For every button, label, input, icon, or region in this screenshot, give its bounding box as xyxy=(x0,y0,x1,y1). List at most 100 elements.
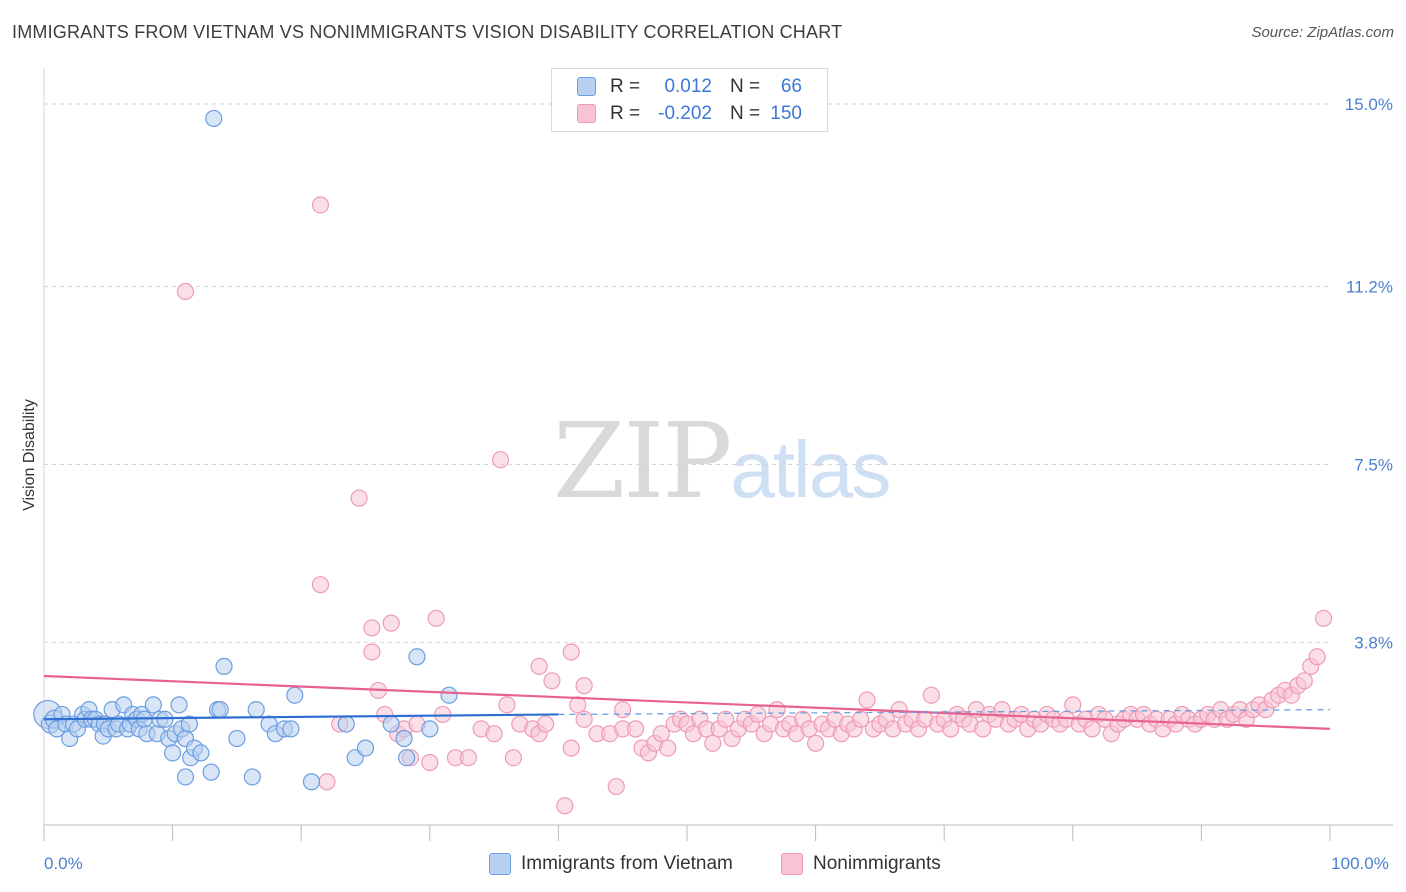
data-point xyxy=(421,753,439,772)
y-tick-label: 3.8% xyxy=(1354,633,1393,652)
data-point xyxy=(192,744,210,762)
data-point xyxy=(704,734,722,752)
y-tick-label: 7.5% xyxy=(1354,456,1393,475)
legend-r-value: 0.012 xyxy=(664,76,712,97)
data-point xyxy=(1083,720,1101,738)
data-point xyxy=(974,720,992,738)
chart-title: IMMIGRANTS FROM VIETNAM VS NONIMMIGRANTS… xyxy=(12,22,843,42)
data-point xyxy=(716,710,735,728)
data-point xyxy=(485,725,503,743)
data-point xyxy=(556,797,574,815)
y-axis-label: Vision Disability xyxy=(21,399,38,511)
data-point xyxy=(614,701,632,719)
data-point xyxy=(1064,696,1082,714)
data-point xyxy=(247,701,265,719)
data-point xyxy=(806,734,825,752)
data-point xyxy=(575,677,593,695)
stats-legend: R = 0.012 N = 66 R = -0.202 N = 150 xyxy=(551,68,828,132)
data-point xyxy=(1308,648,1326,666)
data-point xyxy=(768,701,786,719)
data-point xyxy=(302,773,321,791)
data-point xyxy=(858,691,876,709)
data-point xyxy=(176,768,195,786)
bottom-legend-swatch-vietnam xyxy=(489,853,511,875)
data-point xyxy=(350,489,368,507)
data-point xyxy=(176,282,195,301)
data-point xyxy=(398,749,416,767)
data-point xyxy=(311,576,330,594)
data-point xyxy=(890,701,908,719)
bottom-legend-swatch-nonimmigrants xyxy=(781,853,803,875)
watermark-zip: ZIP xyxy=(553,400,732,522)
data-point xyxy=(652,725,670,743)
data-point xyxy=(215,657,233,675)
legend-n-label: N = xyxy=(730,76,761,97)
tick-labels: 3.8% 7.5% 11.2% 15.0% 0.0% 100.0% Vision Disab… xyxy=(21,95,1393,873)
data-point xyxy=(164,744,182,762)
watermark: ZIPatlas xyxy=(553,400,891,522)
grid xyxy=(44,103,1330,643)
legend-n-value: 150 xyxy=(770,103,802,124)
data-point xyxy=(382,614,400,632)
watermark-atlas: atlas xyxy=(730,425,891,514)
data-point xyxy=(211,701,229,719)
legend-row-nonimmigrants: R = -0.202 N = 150 xyxy=(552,101,827,127)
trend-line-pink xyxy=(43,674,1331,730)
data-point xyxy=(491,451,510,469)
data-point xyxy=(543,672,561,690)
trend-extension-dashed xyxy=(558,708,1331,716)
data-point xyxy=(421,720,439,738)
data-point xyxy=(1295,672,1313,690)
data-point xyxy=(363,643,381,661)
axes xyxy=(43,68,1393,841)
data-point xyxy=(536,715,555,733)
data-point xyxy=(942,720,960,738)
data-point xyxy=(337,715,355,733)
data-point xyxy=(659,739,677,757)
data-point xyxy=(228,729,246,748)
data-point xyxy=(243,768,261,786)
data-point xyxy=(318,773,336,791)
series-nonimmigrants-points xyxy=(176,196,1333,815)
legend-n-value: 66 xyxy=(780,76,802,97)
data-point xyxy=(202,763,220,781)
data-point xyxy=(144,696,162,714)
legend-row-vietnam: R = 0.012 N = 66 xyxy=(552,74,827,100)
data-point xyxy=(427,609,445,627)
legend-r-label: R = xyxy=(610,76,641,97)
y-tick-label: 15.0% xyxy=(1345,95,1393,114)
data-point xyxy=(993,701,1011,719)
data-point xyxy=(356,739,375,757)
series-vietnam-points xyxy=(33,109,458,791)
data-point xyxy=(180,715,198,733)
x-tick-label: 100.0% xyxy=(1331,854,1389,873)
data-point xyxy=(626,720,645,738)
data-point xyxy=(749,705,767,724)
data-point xyxy=(1314,609,1333,627)
legend-swatch-vietnam xyxy=(577,77,596,96)
data-point xyxy=(504,749,522,767)
legend-swatch-nonimmigrants xyxy=(577,104,596,123)
data-point xyxy=(852,710,870,728)
bottom-legend-label-vietnam: Immigrants from Vietnam xyxy=(521,853,733,874)
bottom-legend-label-nonimmigrants: Nonimmigrants xyxy=(813,853,941,874)
legend-r-label: R = xyxy=(610,103,641,124)
data-point xyxy=(922,686,940,704)
data-point xyxy=(170,696,188,714)
legend-n-label: N = xyxy=(730,103,761,124)
x-tick-label: 0.0% xyxy=(44,854,83,873)
data-point xyxy=(311,196,330,214)
data-point xyxy=(286,686,304,704)
trend-lines xyxy=(43,674,1331,730)
data-point xyxy=(440,686,458,704)
data-point xyxy=(562,739,580,757)
data-point xyxy=(282,720,300,738)
data-point xyxy=(363,619,381,637)
data-point xyxy=(408,648,426,666)
data-point xyxy=(459,749,477,767)
data-point xyxy=(569,696,587,714)
data-point xyxy=(205,109,223,128)
y-tick-label: 11.2% xyxy=(1346,278,1393,297)
data-point xyxy=(530,657,548,675)
